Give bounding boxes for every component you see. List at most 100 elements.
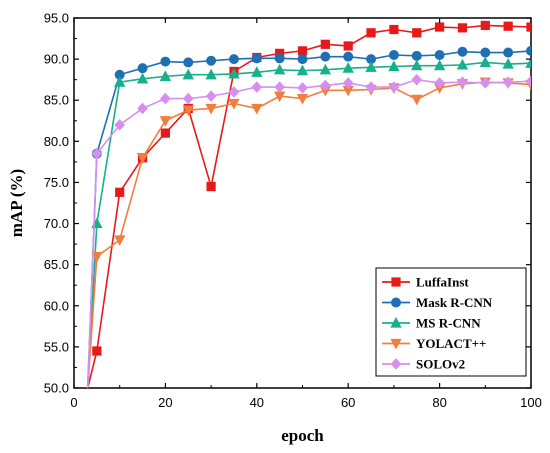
data-point	[274, 53, 285, 64]
legend-marker	[390, 358, 402, 370]
y-tick-label: 80.0	[44, 134, 69, 149]
data-point	[342, 77, 354, 89]
data-point	[434, 77, 445, 89]
data-point	[274, 81, 285, 93]
x-axis-label: epoch	[281, 426, 324, 445]
data-point	[434, 50, 445, 61]
legend-label: MS R-CNN	[416, 316, 481, 331]
data-point	[411, 94, 423, 106]
data-point	[160, 128, 170, 138]
data-point	[114, 235, 126, 247]
series-layer	[86, 20, 531, 388]
data-point	[411, 59, 423, 71]
data-point	[388, 50, 399, 61]
y-tick-label: 60.0	[44, 298, 69, 313]
legend-label: LuffaInst	[416, 275, 469, 290]
data-point	[182, 105, 194, 117]
legend-item: MS R-CNN	[382, 316, 481, 331]
data-point	[92, 346, 102, 356]
y-tick-label: 50.0	[44, 381, 69, 396]
data-point	[412, 28, 422, 38]
legend-item: LuffaInst	[382, 275, 469, 290]
data-point	[251, 53, 262, 64]
y-tick-label: 75.0	[44, 175, 69, 190]
y-tick-label: 85.0	[44, 93, 69, 108]
data-point	[136, 153, 149, 164]
data-point	[160, 92, 171, 105]
data-point	[115, 187, 125, 197]
data-point	[503, 47, 514, 58]
data-point	[503, 21, 513, 31]
data-point	[502, 57, 514, 69]
data-point	[320, 39, 330, 49]
legend-item: SOLOv2	[382, 357, 465, 372]
data-point	[502, 76, 514, 88]
legend-marker	[390, 316, 402, 328]
legend-item: Mask R-CNN	[382, 295, 493, 310]
data-point	[343, 41, 353, 51]
data-point	[479, 77, 491, 89]
y-tick-label: 90.0	[44, 52, 69, 67]
legend-box	[375, 267, 527, 377]
data-point	[205, 90, 217, 102]
data-point	[297, 82, 308, 94]
data-point	[228, 98, 240, 110]
y-tick-label: 95.0	[44, 11, 69, 26]
x-tick-label: 0	[70, 395, 77, 410]
data-point	[205, 103, 217, 115]
y-tick-label: 70.0	[44, 216, 69, 231]
data-point	[320, 51, 331, 62]
data-point	[297, 54, 308, 65]
data-point	[342, 62, 354, 73]
data-point	[159, 70, 172, 81]
legend-label: YOLACT++	[416, 336, 486, 351]
y-axis-label: mAP (%)	[7, 169, 26, 237]
x-tick-label: 60	[341, 395, 355, 410]
data-point	[319, 63, 332, 75]
data-point	[526, 22, 531, 32]
data-point	[411, 50, 422, 61]
legend-item: YOLACT++	[382, 336, 486, 351]
data-point	[228, 54, 239, 65]
data-point	[343, 51, 354, 62]
axes-layer: 0 20 40 60 80 100 50.0 55.0 60.0 65.0 70.0 75.0 80.0…	[44, 11, 542, 411]
data-point	[251, 66, 263, 77]
data-point	[389, 24, 399, 35]
legend-label: Mask R-CNN	[416, 295, 493, 310]
x-tick-label: 40	[250, 395, 264, 410]
data-point	[137, 102, 148, 115]
data-point	[434, 22, 445, 32]
data-point	[365, 81, 377, 93]
legend-marker	[390, 338, 402, 350]
data-point	[297, 46, 308, 56]
data-point	[480, 47, 491, 58]
series-solov2	[86, 73, 531, 388]
x-tick-label: 20	[158, 395, 172, 410]
data-point	[365, 61, 377, 72]
data-point	[456, 58, 469, 70]
data-point	[160, 56, 171, 67]
y-tick-label: 55.0	[44, 339, 69, 354]
data-point	[136, 72, 149, 84]
data-point	[251, 81, 263, 93]
data-point	[206, 181, 216, 192]
legend-marker	[390, 297, 401, 308]
data-point	[526, 45, 531, 56]
data-point	[479, 56, 491, 67]
data-point	[228, 67, 240, 79]
x-tick-label: 100	[520, 395, 542, 410]
data-point	[296, 93, 309, 105]
data-point	[137, 63, 148, 74]
data-point	[182, 68, 194, 80]
y-tick-label: 65.0	[44, 257, 69, 272]
data-point	[91, 251, 103, 263]
data-point	[433, 59, 446, 71]
data-point	[525, 75, 531, 88]
data-point	[91, 147, 103, 160]
data-point	[366, 28, 376, 38]
legend-marker	[391, 277, 401, 287]
data-point	[159, 116, 172, 127]
data-point	[114, 119, 126, 131]
data-point	[457, 23, 468, 33]
